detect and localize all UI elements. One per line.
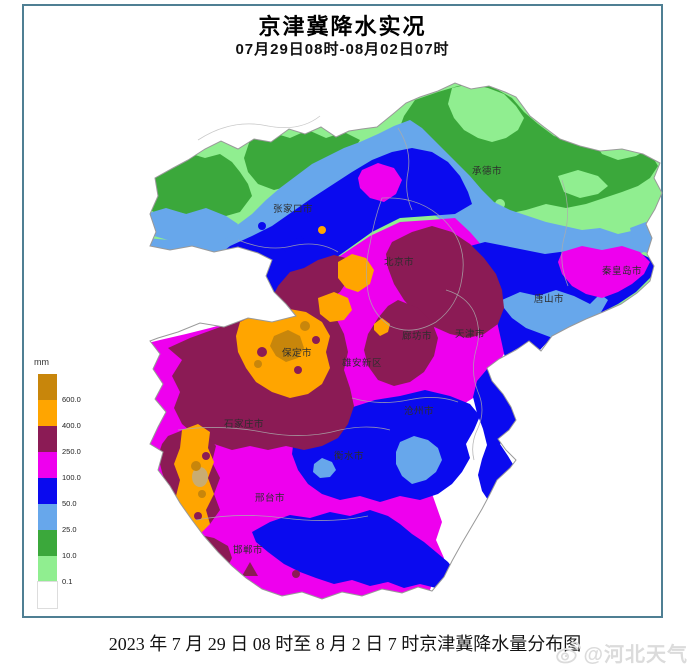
legend-color-block: 250.0 xyxy=(38,426,81,456)
legend-tick-label: 0.1 xyxy=(62,577,73,586)
city-label: 张家口市 xyxy=(272,204,314,215)
city-label: 石家庄市 xyxy=(223,419,265,430)
city-label: 秦皇岛市 xyxy=(601,266,643,277)
legend-tick-label: 600.0 xyxy=(62,395,81,404)
watermark: @河北天气 xyxy=(555,638,688,667)
city-label: 沧州市 xyxy=(403,406,435,417)
weibo-icon xyxy=(556,640,582,663)
legend-color-block: 25.0 xyxy=(38,504,77,534)
city-label: 承德市 xyxy=(471,166,503,177)
legend-scale: 600.0 400.0 250.0 100.0 50.0 25.0 10.0 0… xyxy=(37,374,81,609)
city-label: 廊坊市 xyxy=(401,331,433,342)
city-label: 唐山市 xyxy=(533,294,565,305)
legend-color-block: 0.1 xyxy=(38,556,72,586)
legend-color-block: 600.0 xyxy=(38,374,81,404)
page-subtitle: 07月29日08时-08月02日07时 xyxy=(235,41,450,58)
legend-unit-label: mm xyxy=(34,357,49,367)
city-label: 保定市 xyxy=(281,348,313,359)
legend-tick-label: 100.0 xyxy=(62,473,81,482)
city-label: 邯郸市 xyxy=(232,545,264,556)
legend-tick-label: 25.0 xyxy=(62,525,77,534)
legend-color-block: 10.0 xyxy=(38,530,77,560)
city-label: 衡水市 xyxy=(333,451,365,462)
legend-color-block: 100.0 xyxy=(38,452,81,482)
page-title: 京津冀降水实况 xyxy=(258,14,427,39)
city-label: 雄安新区 xyxy=(341,358,383,369)
watermark-text: @河北天气 xyxy=(583,644,688,666)
legend-tick-label: 400.0 xyxy=(62,421,81,430)
legend-color-block: 400.0 xyxy=(38,400,81,430)
legend-tick-label: 250.0 xyxy=(62,447,81,456)
legend-color-block: 50.0 xyxy=(38,478,77,508)
legend-tick-label: 50.0 xyxy=(62,499,77,508)
legend-color-block xyxy=(37,581,58,609)
city-label: 天津市 xyxy=(454,329,486,340)
city-label: 邢台市 xyxy=(254,493,286,504)
legend-tick-label: 10.0 xyxy=(62,551,77,560)
figure-caption: 2023 年 7 月 29 日 08 时至 8 月 2 日 7 时京津冀降水量分… xyxy=(108,634,582,654)
city-label: 北京市 xyxy=(383,257,415,268)
